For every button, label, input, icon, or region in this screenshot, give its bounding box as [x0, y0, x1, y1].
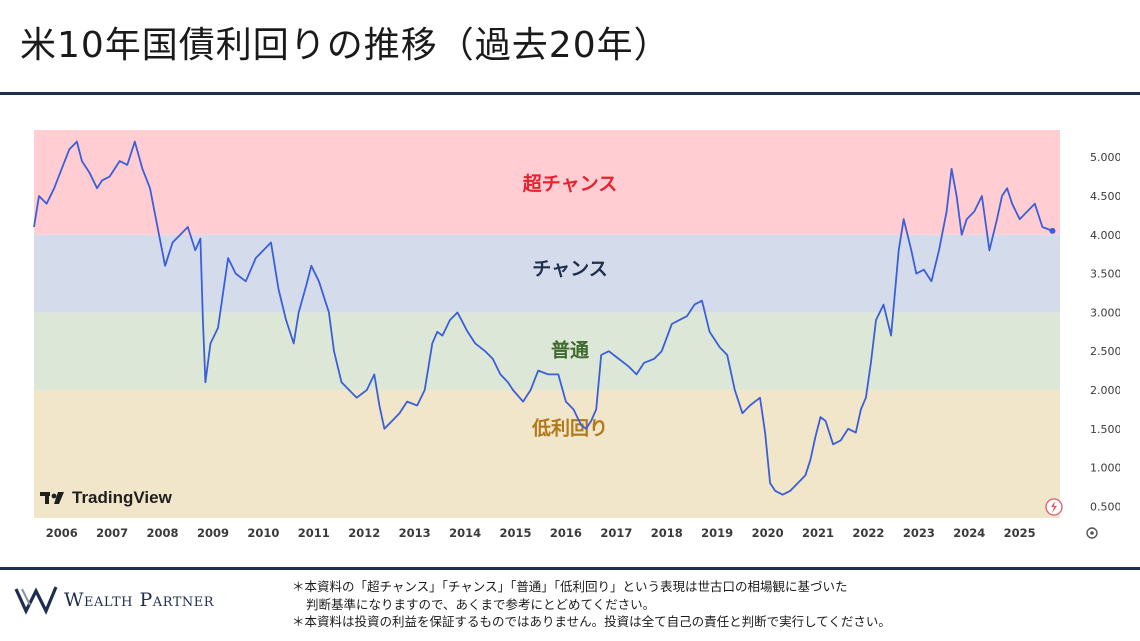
x-tick-label: 2017	[600, 526, 632, 540]
x-tick-label: 2012	[348, 526, 380, 540]
brand-name: Wealth Partner	[64, 589, 215, 611]
y-tick-label: 5.000%	[1090, 151, 1120, 164]
settings-icon[interactable]	[1086, 527, 1098, 539]
y-tick-label: 4.500%	[1090, 190, 1120, 203]
band-1	[34, 234, 1060, 313]
settings-icon-center	[1090, 531, 1094, 535]
y-tick-label: 1.500%	[1090, 423, 1120, 436]
tradingview-label: TradingView	[72, 488, 172, 507]
tradingview-watermark: TradingView	[40, 488, 172, 508]
x-tick-label: 2008	[147, 526, 179, 540]
y-tick-label: 2.000%	[1090, 384, 1120, 397]
y-tick-label: 2.500%	[1090, 345, 1120, 358]
last-point	[1049, 227, 1056, 234]
band-label: 低利回り	[531, 416, 608, 439]
band-label: 超チャンス	[522, 172, 617, 195]
footer-divider	[0, 567, 1140, 570]
disclaimer-line: ＊本資料の「超チャンス」「チャンス」「普通」「低利回り」という表現は世古口の相場…	[292, 579, 848, 594]
x-tick-label: 2014	[449, 526, 481, 540]
tradingview-logo-icon	[40, 492, 64, 504]
x-tick-label: 2018	[651, 526, 683, 540]
wealth-partner-logo-icon	[14, 586, 58, 615]
band-3	[34, 389, 1060, 518]
y-tick-label: 4.000%	[1090, 229, 1120, 242]
x-tick-label: 2016	[550, 526, 582, 540]
header-divider	[0, 92, 1140, 95]
x-tick-label: 2009	[197, 526, 229, 540]
x-tick-label: 2021	[802, 526, 834, 540]
flash-icon-glyph	[1051, 501, 1057, 513]
disclaimer-line: ＊本資料は投資の利益を保証するものではありません。投資は全て自己の責任と判断で実…	[292, 614, 891, 629]
x-tick-label: 2015	[499, 526, 531, 540]
band-0	[34, 130, 1060, 235]
x-tick-label: 2022	[852, 526, 884, 540]
y-tick-label: 0.500%	[1090, 500, 1120, 513]
x-tick-label: 2024	[953, 526, 985, 540]
disclaimer-notes: ＊本資料の「超チャンス」「チャンス」「普通」「低利回り」という表現は世古口の相場…	[292, 578, 891, 631]
x-tick-label: 2006	[46, 526, 78, 540]
y-tick-label: 3.000%	[1090, 306, 1120, 319]
disclaimer-line: 判断基準になりますので、あくまで参考にとどめてください。	[306, 596, 656, 612]
x-tick-label: 2019	[701, 526, 733, 540]
x-tick-label: 2013	[399, 526, 431, 540]
brand-logo: Wealth Partner	[14, 585, 214, 615]
x-tick-label: 2025	[1004, 526, 1036, 540]
band-label: 普通	[551, 339, 590, 362]
y-tick-label: 3.500%	[1090, 268, 1120, 281]
x-tick-label: 2007	[96, 526, 128, 540]
x-tick-label: 2011	[298, 526, 330, 540]
x-tick-label: 2020	[752, 526, 784, 540]
y-tick-label: 1.000%	[1090, 462, 1120, 475]
x-tick-label: 2010	[247, 526, 279, 540]
page-title: 米10年国債利回りの推移（過去20年）	[20, 25, 671, 66]
x-tick-label: 2023	[903, 526, 935, 540]
band-label: チャンス	[532, 258, 607, 280]
band-2	[34, 312, 1060, 390]
yield-line	[33, 140, 1053, 496]
